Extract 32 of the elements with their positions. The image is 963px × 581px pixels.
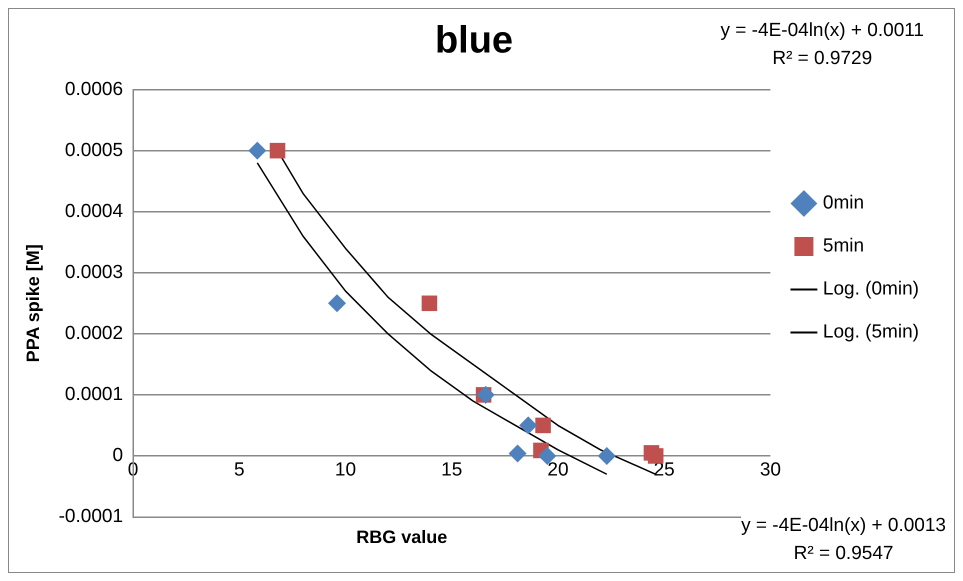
x-tick-label: 5 bbox=[234, 460, 245, 481]
y-tick-label: 0.0004 bbox=[64, 200, 124, 222]
point bbox=[598, 446, 616, 465]
point bbox=[648, 448, 664, 464]
y-tick-label: 0.0006 bbox=[64, 78, 124, 100]
y-tick-label: 0.0005 bbox=[64, 140, 124, 161]
point bbox=[328, 294, 346, 312]
legend-label: Log. (5min) bbox=[822, 322, 920, 343]
point bbox=[270, 142, 286, 158]
point bbox=[508, 444, 527, 462]
legend-label: 0min bbox=[822, 192, 864, 214]
point bbox=[476, 386, 495, 404]
y-tick-label: 0.0003 bbox=[64, 262, 124, 284]
x-tick-label: 20 bbox=[547, 460, 569, 481]
text: y = -4E-04ln(x) + 0.0011 R² = 0.9729 bbox=[720, 17, 924, 73]
point bbox=[535, 418, 551, 434]
y-tick-label: 0 bbox=[112, 445, 124, 466]
x-tick-label: 15 bbox=[441, 460, 462, 481]
point bbox=[422, 296, 438, 312]
legend-label: 5min bbox=[822, 236, 864, 257]
annotation: y = -4E-04ln(x) + 0.0013 R² = 0.9547 bbox=[741, 512, 946, 568]
y-axis-title: PPA spike [M] bbox=[22, 244, 43, 362]
y-tick-label: -0.0001 bbox=[58, 506, 124, 528]
x-tick-label: 10 bbox=[334, 460, 356, 481]
x-axis-title: RBG value bbox=[356, 526, 448, 547]
point bbox=[248, 142, 266, 160]
y-tick-label: 0.0002 bbox=[64, 323, 124, 344]
point bbox=[519, 416, 538, 434]
chart-title: blue bbox=[434, 19, 514, 62]
y-tick-label: 0.0001 bbox=[64, 384, 124, 406]
legend-label: Log. (0min) bbox=[822, 278, 920, 300]
x-tick-label: 30 bbox=[760, 460, 781, 481]
